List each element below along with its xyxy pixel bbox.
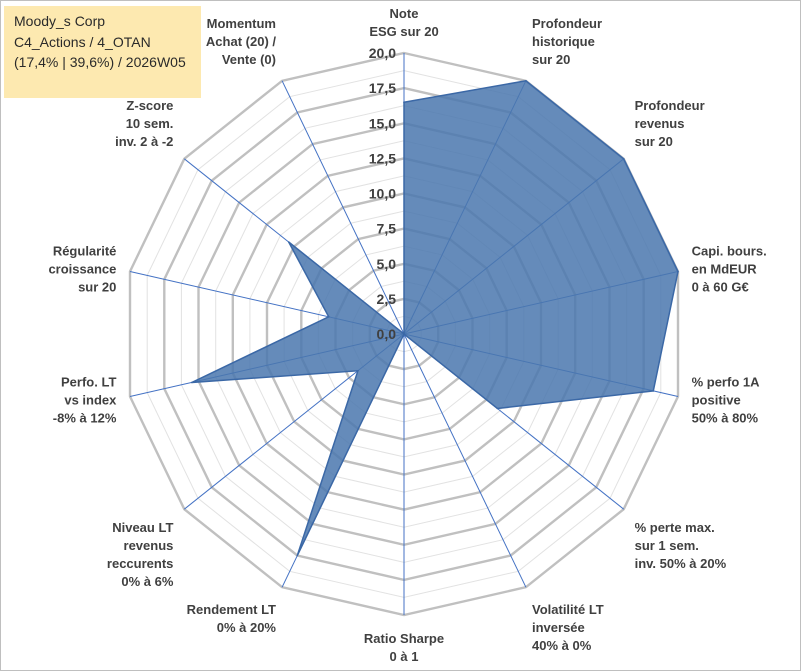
data-point [403, 333, 405, 335]
data-point [296, 554, 299, 557]
axis-label: Ratio Sharpe 0 à 1 [364, 631, 444, 664]
data-point [403, 101, 405, 103]
axis-label: Régularité croissance sur 20 [48, 243, 116, 294]
data-point [190, 381, 193, 384]
data-point [677, 270, 679, 273]
axis-label: Z-score 10 sem. inv. 2 à -2 [115, 98, 173, 149]
axis-label: Volatilité LT inversée 40% à 0% [532, 602, 604, 653]
data-point [652, 390, 655, 392]
portfolio-category: C4_Actions / 4_OTAN [14, 33, 151, 50]
axis-label: Momentum Achat (20) / Vente (0) [206, 16, 276, 67]
tick-label: 12,5 [369, 150, 396, 166]
performance-week: (17,4% | 39,6%) / 2026W05 [14, 54, 186, 70]
data-point [496, 407, 499, 410]
data-point [525, 80, 527, 82]
axis-labels: Note ESG sur 20 Profondeur historique sur 20… [48, 6, 766, 664]
axis-label: % perfo 1A positive 50% à 80% [692, 375, 761, 426]
chart-title-box: Moody_s Corp C4_Actions / 4_OTAN (17,4% … [4, 6, 201, 98]
tick-label: 20,0 [369, 45, 396, 61]
data-point [287, 241, 290, 243]
series-area [191, 80, 679, 556]
axis-label: Perfo. LT vs index -8% à 12% [53, 375, 117, 426]
tick-label: 17,5 [369, 80, 396, 96]
axis-label: Profondeur historique sur 20 [532, 16, 602, 67]
tick-label: 15,0 [369, 115, 396, 131]
axis-spoke [403, 333, 527, 588]
data-point [327, 316, 330, 318]
axis-spoke [281, 80, 405, 335]
axis-label: Note ESG sur 20 [369, 6, 438, 39]
axis-label: Rendement LT 0% à 20% [187, 602, 277, 635]
tick-label: 2,5 [377, 291, 397, 307]
axis-label: Capi. bours. en MdEUR 0 à 60 G€ [692, 243, 767, 294]
series-layer [190, 80, 679, 557]
tick-label: 5,0 [377, 256, 397, 272]
tick-labels: 0,0 2,5 5,0 7,5 10,0 12,5 15,0 17,5 20,0 [369, 45, 396, 342]
axis-label: Niveau LT revenus reccurents 0% à 6% [107, 520, 174, 589]
tick-label: 0,0 [377, 326, 397, 342]
tick-label: 7,5 [377, 221, 397, 237]
data-point [357, 370, 359, 372]
data-point [622, 158, 625, 160]
tick-label: 10,0 [369, 186, 396, 202]
axis-label: % perte max. sur 1 sem. inv. 50% à 20% [635, 520, 727, 571]
company-name: Moody_s Corp [14, 13, 106, 29]
axis-label: Profondeur revenus sur 20 [635, 98, 705, 149]
